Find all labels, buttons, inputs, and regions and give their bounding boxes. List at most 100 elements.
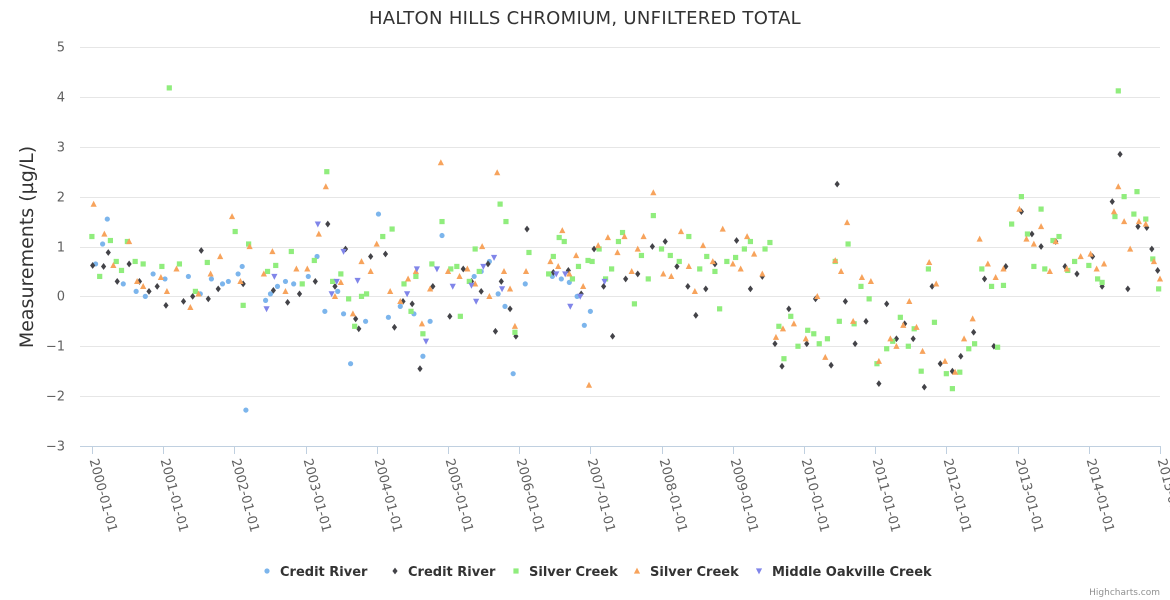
data-point-series-2[interactable] — [89, 233, 95, 240]
data-point-series-3[interactable] — [900, 321, 907, 328]
data-point-series-2[interactable] — [569, 276, 576, 282]
data-point-series-1[interactable] — [524, 225, 530, 233]
data-point-series-3[interactable] — [228, 213, 236, 220]
data-point-series-2[interactable] — [299, 281, 305, 287]
data-point-series-1[interactable] — [949, 367, 955, 375]
data-point-series-3[interactable] — [737, 265, 744, 272]
data-point-series-0[interactable] — [340, 311, 347, 317]
data-point-series-2[interactable] — [1000, 282, 1007, 289]
data-point-series-3[interactable] — [1150, 258, 1158, 265]
data-point-series-2[interactable] — [979, 266, 985, 272]
data-point-series-1[interactable] — [601, 283, 607, 290]
data-point-series-0[interactable] — [243, 407, 249, 413]
data-point-series-3[interactable] — [511, 322, 519, 329]
data-point-series-3[interactable] — [628, 268, 635, 275]
data-point-series-0[interactable] — [150, 271, 156, 277]
legend-item-3[interactable]: Silver Creek — [633, 565, 739, 580]
data-point-series-4[interactable] — [473, 298, 480, 305]
data-point-series-2[interactable] — [1024, 231, 1031, 237]
data-point-series-3[interactable] — [691, 287, 698, 294]
data-point-series-3[interactable] — [573, 252, 580, 259]
data-point-series-1[interactable] — [215, 285, 221, 293]
data-point-series-4[interactable] — [433, 266, 441, 273]
data-point-series-3[interactable] — [595, 242, 602, 249]
data-point-series-0[interactable] — [162, 276, 168, 282]
data-point-series-1[interactable] — [662, 238, 668, 245]
data-point-series-1[interactable] — [356, 325, 362, 333]
data-point-series-3[interactable] — [1121, 218, 1128, 225]
data-point-series-2[interactable] — [273, 262, 279, 269]
data-point-series-2[interactable] — [650, 212, 656, 219]
data-point-series-2[interactable] — [897, 314, 903, 320]
legend-item-2[interactable]: Silver Creek — [513, 565, 618, 580]
data-point-series-1[interactable] — [430, 283, 436, 290]
data-point-series-3[interactable] — [472, 280, 479, 287]
data-point-series-1[interactable] — [198, 247, 204, 254]
data-point-series-1[interactable] — [478, 287, 484, 295]
data-point-series-3[interactable] — [1037, 223, 1045, 230]
data-point-series-3[interactable] — [926, 259, 933, 266]
data-point-series-2[interactable] — [1156, 286, 1162, 292]
data-point-series-1[interactable] — [623, 275, 629, 283]
data-point-series-3[interactable] — [585, 381, 593, 388]
data-point-series-1[interactable] — [674, 263, 680, 270]
data-point-series-2[interactable] — [741, 246, 747, 252]
data-point-series-4[interactable] — [340, 248, 347, 255]
data-point-series-3[interactable] — [1156, 275, 1164, 282]
data-point-series-3[interactable] — [373, 240, 380, 247]
data-point-series-1[interactable] — [991, 342, 997, 350]
data-point-series-1[interactable] — [565, 267, 571, 274]
data-point-series-3[interactable] — [1000, 265, 1007, 272]
data-point-series-1[interactable] — [285, 298, 291, 306]
data-point-series-3[interactable] — [173, 265, 180, 272]
data-point-series-1[interactable] — [609, 332, 616, 340]
data-point-series-3[interactable] — [282, 287, 289, 294]
data-point-series-3[interactable] — [322, 183, 329, 190]
data-point-series-3[interactable] — [933, 280, 940, 287]
data-point-series-2[interactable] — [1131, 211, 1137, 217]
credits-link[interactable]: Highcharts.com — [1089, 588, 1160, 598]
data-point-series-2[interactable] — [631, 301, 638, 307]
data-point-series-2[interactable] — [724, 258, 730, 265]
data-point-series-2[interactable] — [311, 257, 317, 264]
data-point-series-1[interactable] — [492, 327, 499, 335]
data-point-series-3[interactable] — [101, 230, 108, 237]
data-point-series-2[interactable] — [97, 273, 103, 280]
data-point-series-3[interactable] — [1093, 265, 1100, 272]
data-point-series-1[interactable] — [1144, 224, 1150, 231]
data-point-series-4[interactable] — [263, 306, 270, 313]
data-point-series-3[interactable] — [547, 258, 554, 265]
data-point-series-3[interactable] — [1046, 268, 1053, 275]
data-point-series-2[interactable] — [476, 268, 482, 275]
data-point-series-2[interactable] — [575, 263, 582, 270]
data-point-series-2[interactable] — [676, 258, 682, 265]
data-point-series-2[interactable] — [905, 343, 911, 349]
data-point-series-0[interactable] — [439, 232, 445, 239]
data-point-series-4[interactable] — [498, 286, 506, 293]
data-point-series-3[interactable] — [1127, 245, 1134, 252]
data-point-series-2[interactable] — [503, 218, 509, 225]
data-point-series-2[interactable] — [1009, 221, 1015, 227]
data-point-series-1[interactable] — [1155, 267, 1161, 274]
data-point-series-3[interactable] — [729, 260, 736, 267]
data-point-series-1[interactable] — [649, 243, 655, 250]
data-point-series-0[interactable] — [239, 263, 245, 270]
data-point-series-0[interactable] — [322, 308, 328, 314]
data-point-series-0[interactable] — [495, 291, 501, 297]
data-point-series-3[interactable] — [1142, 220, 1149, 227]
data-point-series-3[interactable] — [464, 265, 471, 272]
data-point-series-2[interactable] — [512, 329, 518, 335]
data-point-series-1[interactable] — [804, 340, 810, 348]
data-point-series-1[interactable] — [180, 297, 187, 305]
data-point-series-3[interactable] — [195, 290, 202, 297]
data-point-series-1[interactable] — [779, 362, 785, 370]
data-point-series-0[interactable] — [219, 281, 226, 287]
data-point-series-2[interactable] — [466, 278, 472, 285]
data-point-series-3[interactable] — [744, 233, 751, 240]
data-point-series-0[interactable] — [235, 271, 241, 277]
data-point-series-2[interactable] — [140, 261, 146, 267]
data-point-series-4[interactable] — [449, 283, 456, 290]
data-point-series-4[interactable] — [422, 338, 430, 345]
data-point-series-1[interactable] — [190, 292, 196, 300]
data-point-series-2[interactable] — [767, 239, 773, 246]
